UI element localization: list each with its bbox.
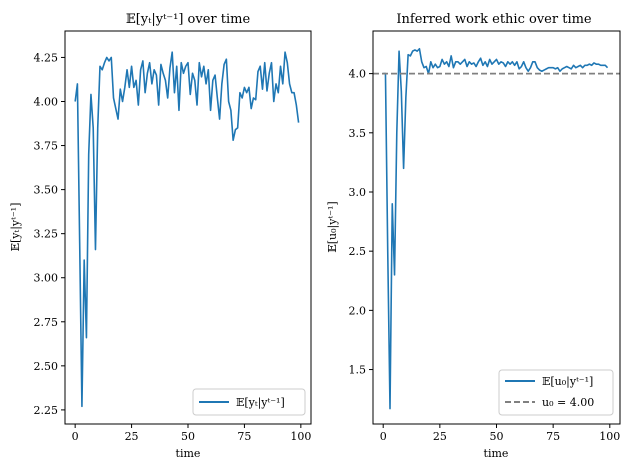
chart-left-plot: 0 25 50 75 100 2.25 2.50 2.75 3.00 3.25 3.50 3.75 4.… — [34, 51, 311, 443]
chart-right-legend: 𝔼[u₀|yᵗ⁻¹] u₀ = 4.00 — [498, 369, 614, 416]
chart-left-ytick-label-7: 4.00 — [34, 95, 59, 108]
chart-left-xtick-label-0: 0 — [72, 430, 79, 443]
chart-left-xtick-label-1: 25 — [125, 430, 139, 443]
chart-right-xtick-label-0: 0 — [380, 430, 387, 443]
chart-left-ytick-label-5: 3.50 — [34, 184, 59, 197]
chart-left-series-0-line — [74, 51, 300, 408]
chart-right: Inferred work ethic over time 0 25 50 75 100… — [326, 12, 621, 460]
chart-left-xtick-label-3: 75 — [237, 430, 251, 443]
chart-left-legend-label: 𝔼[yₜ|yᵗ⁻¹] — [236, 396, 285, 410]
chart-left-ytick-label-3: 3.00 — [34, 272, 59, 285]
chart-right-ytick-label-3: 3.0 — [349, 186, 367, 199]
chart-left-title: 𝔼[yₜ|yᵗ⁻¹] over time — [126, 12, 251, 27]
chart-left-ytick-label-2: 2.75 — [34, 316, 59, 329]
chart-right-ytick-label-2: 2.5 — [349, 245, 367, 258]
chart-right-legend-label-0: 𝔼[u₀|yᵗ⁻¹] — [542, 375, 593, 389]
chart-left-legend: 𝔼[yₜ|yᵗ⁻¹] — [192, 388, 306, 416]
chart-left-frame — [64, 30, 312, 425]
chart-left-ytick-label-8: 4.25 — [34, 51, 59, 64]
chart-right-ytick-label-4: 3.5 — [349, 127, 367, 140]
chart-right-plot: 0 25 50 75 100 1.5 2.0 2.5 3.0 3.5 4.0 — [349, 47, 620, 443]
chart-left-ytick-label-0: 2.25 — [34, 404, 59, 417]
chart-right-xtick-label-2: 50 — [490, 430, 504, 443]
chart-left-ylabel: 𝔼[yₜ|yᵗ⁻¹] — [9, 203, 23, 252]
chart-right-ytick-label-0: 1.5 — [349, 364, 367, 377]
chart-left-ytick-label-4: 3.25 — [34, 228, 59, 241]
chart-right-xtick-label-1: 25 — [433, 430, 447, 443]
chart-left-ytick-label-1: 2.50 — [34, 360, 59, 373]
chart-right-xlabel: time — [484, 447, 509, 460]
chart-right-ytick-label-1: 2.0 — [349, 304, 367, 317]
chart-right-title: Inferred work ethic over time — [396, 12, 592, 27]
chart-right-frame — [372, 30, 621, 425]
chart-right-series-0-line — [383, 47, 609, 410]
chart-left-xtick-label-4: 100 — [290, 430, 311, 443]
chart-right-legend-label-1: u₀ = 4.00 — [542, 396, 594, 409]
chart-right-ytick-label-5: 4.0 — [349, 68, 367, 81]
chart-left-legend-box — [192, 388, 306, 416]
chart-left-xlabel: time — [176, 447, 201, 460]
chart-left-xtick-label-2: 50 — [181, 430, 195, 443]
chart-right-xtick-label-3: 75 — [546, 430, 560, 443]
chart-right-ylabel: 𝔼[u₀|yᵗ⁻¹] — [326, 201, 340, 252]
chart-left-ytick-label-6: 3.75 — [34, 140, 59, 153]
chart-left: 𝔼[yₜ|yᵗ⁻¹] over time 0 25 50 75 100 2.25 2.50 2… — [9, 12, 312, 460]
chart-right-xtick-label-4: 100 — [599, 430, 620, 443]
